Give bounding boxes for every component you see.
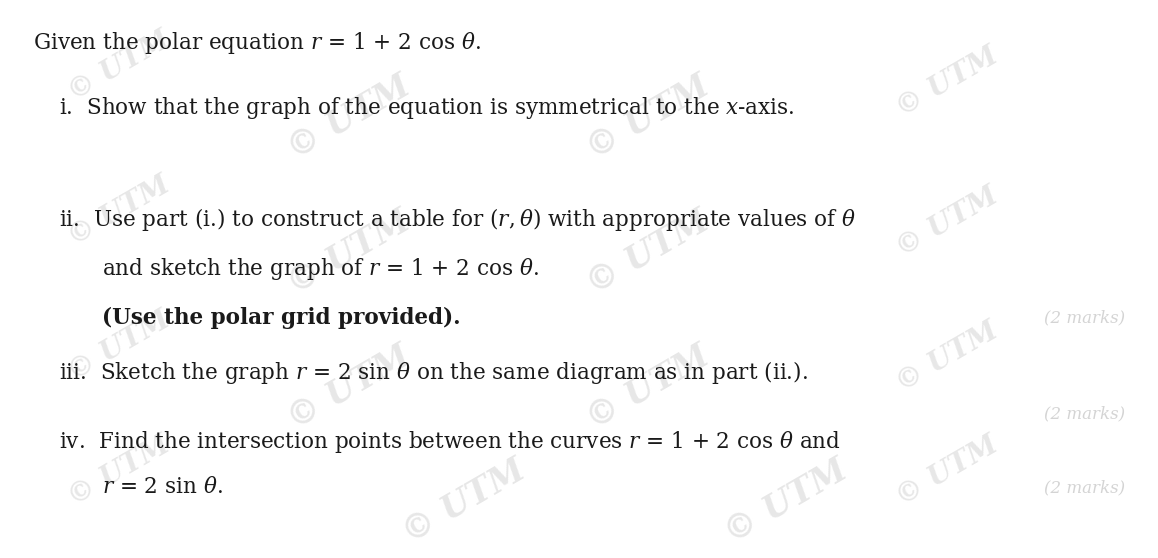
Text: ii.  Use part (i.) to construct a table for ($r, θ$) with appropriate values of : ii. Use part (i.) to construct a table f… — [59, 206, 856, 233]
Text: iv.  Find the intersection points between the curves $r$ = 1 + 2 cos $θ$ and: iv. Find the intersection points between… — [59, 429, 841, 455]
Text: © UTM: © UTM — [892, 431, 1003, 511]
Text: Given the polar equation $r$ = 1 + 2 cos $θ$.: Given the polar equation $r$ = 1 + 2 cos… — [32, 30, 481, 56]
Text: © UTM: © UTM — [719, 454, 853, 550]
Text: © UTM: © UTM — [281, 70, 416, 166]
Text: © UTM: © UTM — [892, 317, 1003, 397]
Text: © UTM: © UTM — [892, 182, 1003, 262]
Text: © UTM: © UTM — [397, 454, 532, 550]
Text: (2 marks): (2 marks) — [1045, 479, 1126, 496]
Text: © UTM: © UTM — [281, 205, 416, 301]
Text: © UTM: © UTM — [281, 340, 416, 436]
Text: © UTM: © UTM — [64, 431, 175, 511]
Text: iii.  Sketch the graph $r$ = 2 sin $θ$ on the same diagram as in part (ii.).: iii. Sketch the graph $r$ = 2 sin $θ$ on… — [59, 359, 808, 386]
Text: (2 marks): (2 marks) — [1045, 405, 1126, 422]
Text: © UTM: © UTM — [581, 340, 716, 436]
Text: © UTM: © UTM — [581, 205, 716, 301]
Text: (Use the polar grid provided).: (Use the polar grid provided). — [102, 307, 461, 329]
Text: $r$ = 2 sin $θ$.: $r$ = 2 sin $θ$. — [102, 477, 222, 498]
Text: i.  Show that the graph of the equation is symmetrical to the $x$-axis.: i. Show that the graph of the equation i… — [59, 95, 794, 121]
Text: © UTM: © UTM — [64, 172, 175, 252]
Text: © UTM: © UTM — [892, 42, 1003, 122]
Text: © UTM: © UTM — [581, 70, 716, 166]
Text: and sketch the graph of $r$ = 1 + 2 cos $θ$.: and sketch the graph of $r$ = 1 + 2 cos … — [102, 256, 538, 282]
Text: © UTM: © UTM — [64, 306, 175, 386]
Text: (2 marks): (2 marks) — [1045, 309, 1126, 326]
Text: © UTM: © UTM — [64, 26, 175, 107]
